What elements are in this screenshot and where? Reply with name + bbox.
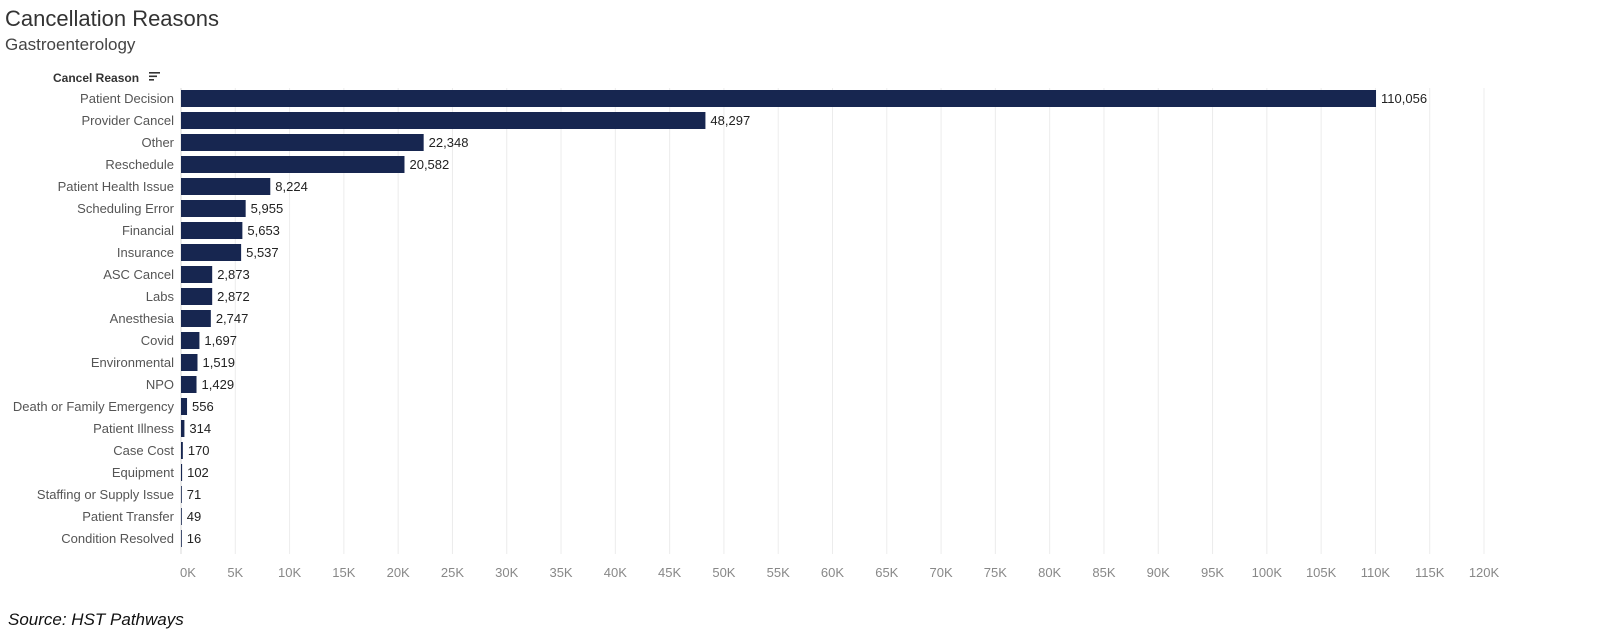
x-tick-label: 5K [227,565,243,580]
bar[interactable] [181,442,183,459]
data-label: 110,056 [1381,91,1427,106]
x-tick-label: 35K [549,565,572,580]
x-tick-label: 10K [278,565,301,580]
category-label: Condition Resolved [61,531,174,546]
data-label: 49 [187,509,201,524]
x-tick-label: 25K [441,565,464,580]
x-tick-label: 50K [712,565,735,580]
bar[interactable] [181,486,182,503]
data-label: 71 [187,487,201,502]
category-label: Other [141,135,174,150]
category-label: Anesthesia [110,311,175,326]
bar[interactable] [181,354,198,371]
x-tick-label: 105K [1306,565,1337,580]
category-label: Death or Family Emergency [13,399,175,414]
bar[interactable] [181,398,188,415]
data-label: 20,582 [409,157,449,172]
bar[interactable] [181,112,706,129]
x-tick-label: 45K [658,565,681,580]
bar[interactable] [181,156,405,173]
x-tick-label: 15K [332,565,355,580]
x-tick-label: 70K [930,565,953,580]
data-label: 8,224 [275,179,308,194]
category-label: Financial [122,223,174,238]
category-label: Case Cost [113,443,174,458]
bar[interactable] [181,464,183,481]
category-label: NPO [146,377,174,392]
x-tick-label: 20K [387,565,410,580]
data-label: 5,653 [247,223,280,238]
category-labels: Patient Decision Provider Cancel Other Resc… [13,91,175,546]
category-label: Labs [146,289,175,304]
x-tick-label: 85K [1092,565,1115,580]
bar[interactable] [181,222,243,239]
x-tick-label: 60K [821,565,844,580]
data-label: 1,519 [202,355,235,370]
bar[interactable] [181,266,213,283]
bar[interactable] [181,420,185,437]
category-label: Patient Illness [93,421,174,436]
data-label: 170 [188,443,210,458]
x-tick-label: 55K [767,565,790,580]
x-tick-label: 75K [984,565,1007,580]
data-label: 5,537 [246,245,279,260]
bar[interactable] [181,332,200,349]
category-label: ASC Cancel [103,267,174,282]
data-label: 1,429 [202,377,235,392]
bar[interactable] [181,530,182,547]
bar[interactable] [181,376,197,393]
bars [181,90,1377,547]
x-tick-label: 100K [1252,565,1283,580]
bar[interactable] [181,508,182,525]
category-label: Insurance [117,245,174,260]
data-label: 22,348 [429,135,469,150]
category-label: Patient Decision [80,91,174,106]
x-tick-label: 65K [875,565,898,580]
chart-title: Cancellation Reasons [5,6,220,31]
sort-icon[interactable] [149,72,160,81]
x-tick-label: 115K [1415,565,1445,580]
bar[interactable] [181,90,1377,107]
bar[interactable] [181,200,246,217]
x-tick-label: 80K [1038,565,1061,580]
x-tick-label: 120K [1469,565,1500,580]
x-tick-label: 30K [495,565,518,580]
x-tick-label: 0K [180,565,196,580]
x-tick-label: 95K [1201,565,1224,580]
bar-chart: Cancel Reason Patient Decision Provider C… [13,71,1500,580]
bar[interactable] [181,178,271,195]
data-label: 2,747 [216,311,249,326]
x-tick-label: 90K [1147,565,1170,580]
category-label: Reschedule [105,157,174,172]
source-note: Source: HST Pathways [8,610,184,629]
data-label: 2,873 [217,267,250,282]
data-label: 5,955 [251,201,284,216]
data-label: 2,872 [217,289,250,304]
data-label: 1,697 [204,333,237,348]
category-label: Equipment [112,465,175,480]
data-label: 556 [192,399,214,414]
data-label: 102 [187,465,209,480]
category-label: Environmental [91,355,174,370]
x-tick-label: 110K [1361,565,1391,580]
bar[interactable] [181,244,242,261]
category-label: Staffing or Supply Issue [37,487,174,502]
category-header[interactable]: Cancel Reason [53,71,139,85]
category-label: Scheduling Error [77,201,174,216]
x-tick-label: 40K [604,565,627,580]
data-label: 314 [189,421,211,436]
bar[interactable] [181,134,424,151]
value-labels: 110,056 48,297 22,348 20,582 8,224 5,955 5,653… [187,91,1427,546]
category-label: Provider Cancel [82,113,175,128]
data-label: 48,297 [710,113,750,128]
category-label: Patient Health Issue [58,179,174,194]
bar[interactable] [181,310,211,327]
chart-subtitle: Gastroenterology [5,35,136,54]
x-axis: 0K 5K 10K 15K 20K 25K 30K 35K 40K 45K 50K 55K 60K 65K… [180,565,1499,580]
category-label: Covid [141,333,174,348]
category-label: Patient Transfer [82,509,174,524]
data-label: 16 [187,531,201,546]
bar[interactable] [181,288,213,305]
